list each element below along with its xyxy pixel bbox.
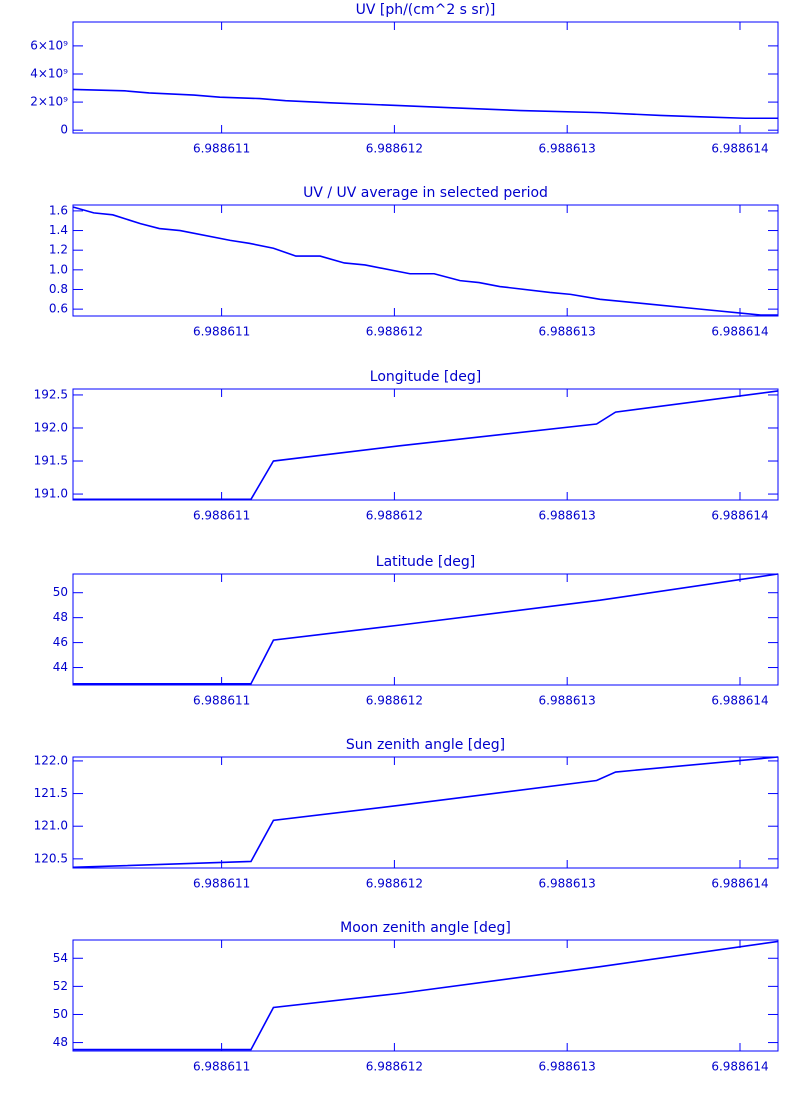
x-tick-label: 6.988614 (711, 877, 768, 891)
y-tick-label: 50 (53, 585, 68, 599)
x-tick-label: 6.988614 (711, 325, 768, 339)
y-tick-label: 1.4 (49, 223, 68, 237)
data-line (72, 206, 778, 316)
y-tick-label: 121.0 (34, 819, 68, 833)
chart-title: UV [ph/(cm^2 s sr)] (356, 2, 496, 18)
y-tick-label: 122.0 (34, 753, 68, 767)
plot-frame (72, 573, 779, 686)
chart-title: Longitude [deg] (370, 369, 481, 385)
x-tick-label: 6.988611 (193, 509, 250, 523)
x-tick-label: 6.988611 (193, 325, 250, 339)
plot-frame (72, 21, 779, 134)
y-tick-label: 6×10⁹ (30, 38, 68, 52)
x-tick-label: 6.988612 (366, 325, 423, 339)
data-line (72, 88, 778, 120)
y-tick-label: 1.6 (49, 203, 68, 217)
x-tick-label: 6.988612 (366, 509, 423, 523)
x-tick-label: 6.988613 (539, 509, 596, 523)
x-tick-label: 6.988613 (539, 142, 596, 156)
x-tick-label: 6.988612 (366, 142, 423, 156)
x-tick-label: 6.988613 (539, 325, 596, 339)
plot-frame (72, 756, 779, 869)
y-tick-label: 0 (60, 123, 68, 137)
x-tick-label: 6.988614 (711, 694, 768, 708)
y-tick-label: 46 (53, 635, 68, 649)
y-tick-label: 192.0 (34, 420, 68, 434)
chart-title: Moon zenith angle [deg] (340, 920, 511, 936)
plot-frame (72, 939, 779, 1052)
chart-title: Latitude [deg] (376, 554, 475, 570)
x-tick-label: 6.988613 (539, 1060, 596, 1074)
plot-frame (72, 204, 779, 317)
y-tick-label: 48 (53, 610, 68, 624)
y-tick-label: 44 (53, 660, 68, 674)
x-tick-label: 6.988611 (193, 142, 250, 156)
y-tick-label: 191.0 (34, 487, 68, 501)
y-tick-label: 191.5 (34, 454, 68, 468)
y-tick-label: 48 (53, 1035, 68, 1049)
x-tick-label: 6.988614 (711, 1060, 768, 1074)
y-tick-label: 0.6 (49, 302, 68, 316)
y-tick-label: 0.8 (49, 282, 68, 296)
x-tick-label: 6.988614 (711, 509, 768, 523)
y-tick-label: 4×10⁹ (30, 66, 68, 80)
data-line (73, 940, 779, 1051)
x-tick-label: 6.988613 (539, 694, 596, 708)
chart-title: UV / UV average in selected period (303, 185, 548, 201)
plot-frame (72, 388, 779, 501)
y-tick-label: 54 (53, 951, 68, 965)
y-tick-label: 2×10⁹ (30, 95, 68, 109)
y-tick-label: 1.0 (49, 262, 68, 276)
x-tick-label: 6.988613 (539, 877, 596, 891)
chart-title: Sun zenith angle [deg] (346, 737, 505, 753)
data-line (72, 756, 779, 869)
y-tick-label: 192.5 (34, 387, 68, 401)
y-tick-label: 1.2 (49, 243, 68, 257)
x-tick-label: 6.988611 (193, 694, 250, 708)
x-tick-label: 6.988612 (366, 694, 423, 708)
y-tick-label: 52 (53, 979, 68, 993)
x-tick-label: 6.988614 (711, 142, 768, 156)
data-line (73, 390, 779, 501)
y-tick-label: 121.5 (34, 786, 68, 800)
data-line (73, 573, 779, 685)
y-tick-label: 120.5 (34, 851, 68, 865)
x-tick-label: 6.988611 (193, 877, 250, 891)
x-tick-label: 6.988612 (366, 877, 423, 891)
x-tick-label: 6.988611 (193, 1060, 250, 1074)
y-tick-label: 50 (53, 1007, 68, 1021)
x-tick-label: 6.988612 (366, 1060, 423, 1074)
